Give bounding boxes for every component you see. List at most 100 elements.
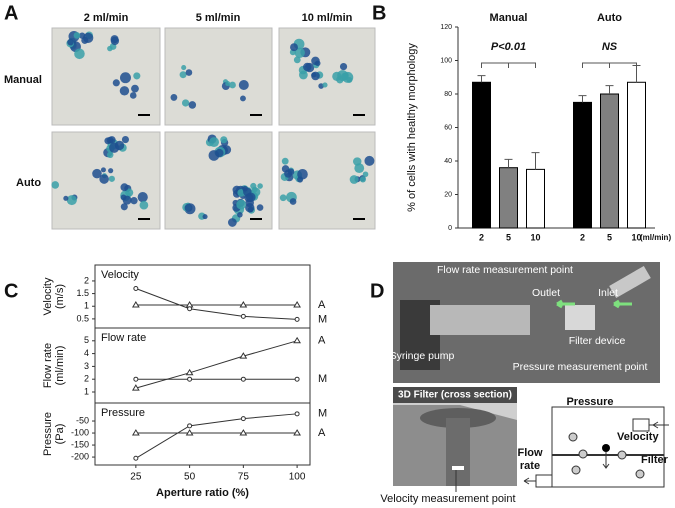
- photo-label: Filter device: [569, 335, 626, 347]
- cell: [287, 168, 295, 176]
- error-bar: [578, 95, 587, 103]
- cell: [137, 192, 148, 203]
- photo-syringe: [430, 305, 530, 335]
- cell: [108, 175, 115, 182]
- cross-section-aperture: [452, 466, 464, 470]
- subplot-title: Velocity: [101, 269, 139, 281]
- cell: [131, 84, 139, 93]
- cell: [245, 203, 255, 213]
- panel-d: Flow rate measurement point Outlet Inlet…: [380, 262, 669, 505]
- y-tick-label: 20: [444, 191, 452, 198]
- marker: [185, 429, 194, 436]
- cell: [108, 168, 114, 174]
- error-bar: [531, 152, 540, 170]
- marker: [187, 306, 193, 312]
- y-tick-label: 120: [440, 24, 452, 31]
- cell: [289, 198, 297, 205]
- y-tick-label: -100: [71, 427, 89, 437]
- cell: [364, 155, 375, 166]
- cell: [341, 72, 349, 81]
- cell: [362, 171, 369, 178]
- cell: [281, 165, 290, 173]
- cell: [354, 163, 365, 174]
- x-axis-label: Aperture ratio (%): [156, 487, 249, 499]
- y-tick-label: 60: [444, 124, 452, 131]
- bar: [600, 93, 619, 229]
- diagram-label: Flow: [517, 447, 542, 459]
- cell: [257, 183, 263, 189]
- cell: [92, 168, 102, 179]
- bar: [627, 81, 646, 229]
- x-unit: (ml/min): [640, 233, 671, 242]
- cell: [359, 176, 366, 183]
- series-label: M: [318, 373, 327, 385]
- y-axis-label: Flow rate: [42, 343, 54, 388]
- cell: [133, 72, 141, 80]
- cell: [279, 194, 287, 202]
- diagram-port: [535, 474, 553, 488]
- error-bar: [605, 85, 614, 94]
- cell: [303, 62, 312, 72]
- marker: [294, 376, 300, 382]
- cell: [78, 32, 86, 39]
- cell: [293, 56, 301, 64]
- cell: [119, 86, 130, 96]
- cell: [290, 43, 298, 52]
- cell: [185, 69, 193, 76]
- marker: [185, 368, 194, 376]
- marker: [131, 384, 140, 391]
- cell: [237, 212, 243, 218]
- y-tick-label: 1.5: [76, 288, 89, 298]
- column-header: 10 ml/min: [302, 12, 353, 24]
- cell: [225, 81, 231, 87]
- y-tick-label: 3: [84, 361, 89, 371]
- y-tick-label: 1: [84, 301, 89, 311]
- line: [135, 340, 298, 389]
- cell: [184, 203, 193, 212]
- y-axis-label: Pressure: [42, 412, 54, 456]
- group-label: Manual: [490, 12, 528, 24]
- marker: [187, 423, 193, 429]
- y-tick-label: 80: [444, 91, 452, 98]
- marker: [293, 336, 301, 344]
- x-tick-label: 5: [607, 232, 612, 242]
- inlet-arrow: [613, 299, 632, 309]
- cell: [110, 36, 120, 46]
- y-axis-label: (Pa): [54, 424, 66, 445]
- cell: [120, 203, 128, 211]
- series-label: M: [318, 408, 327, 420]
- cell: [67, 38, 74, 46]
- x-tick-label: 10: [631, 232, 641, 242]
- outlet-arrow: [556, 299, 575, 309]
- cell: [188, 101, 197, 109]
- panel-a: 2 ml/min 5 ml/min 10 ml/min Manual Auto: [4, 12, 376, 230]
- diagram-cell: [617, 450, 627, 460]
- photo-label: Outlet: [532, 287, 560, 299]
- row-header: Auto: [16, 177, 41, 189]
- annotation: NS: [602, 41, 618, 53]
- x-tick-label: 2: [580, 232, 585, 242]
- cell: [74, 48, 85, 60]
- x-tick-label: 25: [130, 472, 142, 483]
- photo-label: Pressure measurement point: [513, 361, 648, 373]
- y-tick-label: 0: [448, 225, 452, 232]
- bar: [573, 101, 592, 229]
- y-tick-label: -150: [71, 439, 89, 449]
- cell: [170, 94, 178, 101]
- error-bar: [477, 75, 486, 83]
- marker: [187, 376, 193, 382]
- diagram-port: [632, 418, 650, 432]
- y-tick-label: 4: [84, 348, 89, 358]
- cell: [51, 181, 60, 189]
- cell: [66, 195, 77, 206]
- subplot-title: Pressure: [101, 407, 145, 419]
- panel-label: B: [372, 2, 386, 24]
- cell: [250, 182, 257, 190]
- cell: [120, 183, 129, 192]
- panel-label: A: [4, 2, 18, 24]
- error-bar: [504, 158, 513, 168]
- y-tick-label: 5: [84, 335, 89, 345]
- cell: [108, 136, 116, 144]
- micrograph: [164, 131, 273, 230]
- bar: [472, 81, 491, 229]
